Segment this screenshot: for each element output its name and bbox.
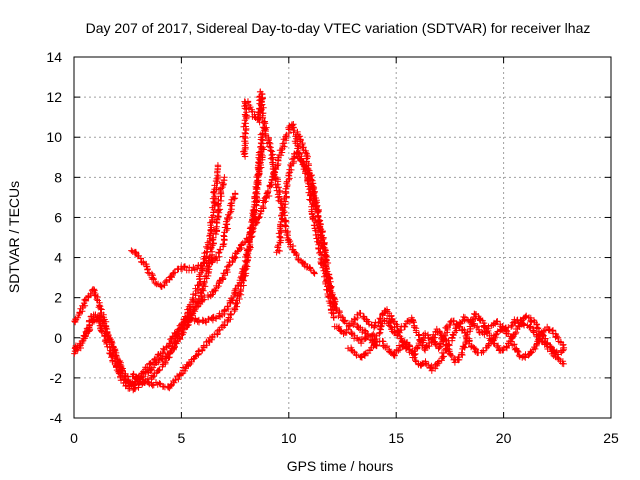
y-tick-label: 12 bbox=[46, 89, 62, 105]
point-markers-track-c bbox=[71, 162, 222, 394]
y-tick-labels: -4 -2 0 2 4 6 8 10 12 14 bbox=[46, 49, 62, 426]
point-markers-track-m bbox=[348, 306, 567, 366]
series-track-h bbox=[273, 149, 338, 321]
x-tick-label: 10 bbox=[281, 430, 297, 446]
axis-ticks bbox=[73, 56, 612, 419]
point-markers-track-h bbox=[273, 149, 338, 321]
y-tick-label: 10 bbox=[46, 129, 62, 145]
x-tick-label: 25 bbox=[603, 430, 619, 446]
x-tick-label: 0 bbox=[70, 430, 78, 446]
x-axis-label: GPS time / hours bbox=[287, 458, 394, 474]
point-markers-track-g bbox=[239, 88, 318, 277]
series-track-m bbox=[348, 306, 567, 366]
x-tick-labels: 0 5 10 15 20 25 bbox=[70, 430, 619, 446]
x-tick-label: 5 bbox=[178, 430, 186, 446]
series-track-j bbox=[294, 128, 340, 313]
y-axis-label: SDTVAR / TECUs bbox=[6, 181, 22, 293]
y-tick-label: 0 bbox=[54, 330, 62, 346]
data-points bbox=[71, 88, 568, 394]
y-tick-label: 6 bbox=[54, 209, 62, 225]
point-markers-track-d bbox=[128, 190, 239, 290]
y-tick-label: 8 bbox=[54, 169, 62, 185]
point-markers-track-f bbox=[180, 124, 268, 331]
y-tick-label: -2 bbox=[50, 370, 63, 386]
chart-title: Day 207 of 2017, Sidereal Day-to-day VTE… bbox=[86, 20, 591, 36]
series-track-d bbox=[128, 190, 239, 290]
y-tick-label: 2 bbox=[54, 290, 62, 306]
y-tick-label: 14 bbox=[46, 49, 62, 65]
grid-lines bbox=[74, 57, 611, 418]
series-track-c bbox=[71, 162, 222, 394]
point-markers-track-b bbox=[71, 174, 228, 389]
y-tick-label: -4 bbox=[50, 410, 63, 426]
series-track-g bbox=[239, 88, 318, 277]
series-track-f bbox=[180, 124, 268, 331]
series-track-b bbox=[71, 174, 228, 389]
plot-frame bbox=[73, 56, 612, 419]
x-tick-label: 15 bbox=[388, 430, 404, 446]
point-markers-track-j bbox=[294, 128, 340, 313]
x-tick-label: 20 bbox=[496, 430, 512, 446]
y-tick-label: 4 bbox=[54, 250, 62, 266]
